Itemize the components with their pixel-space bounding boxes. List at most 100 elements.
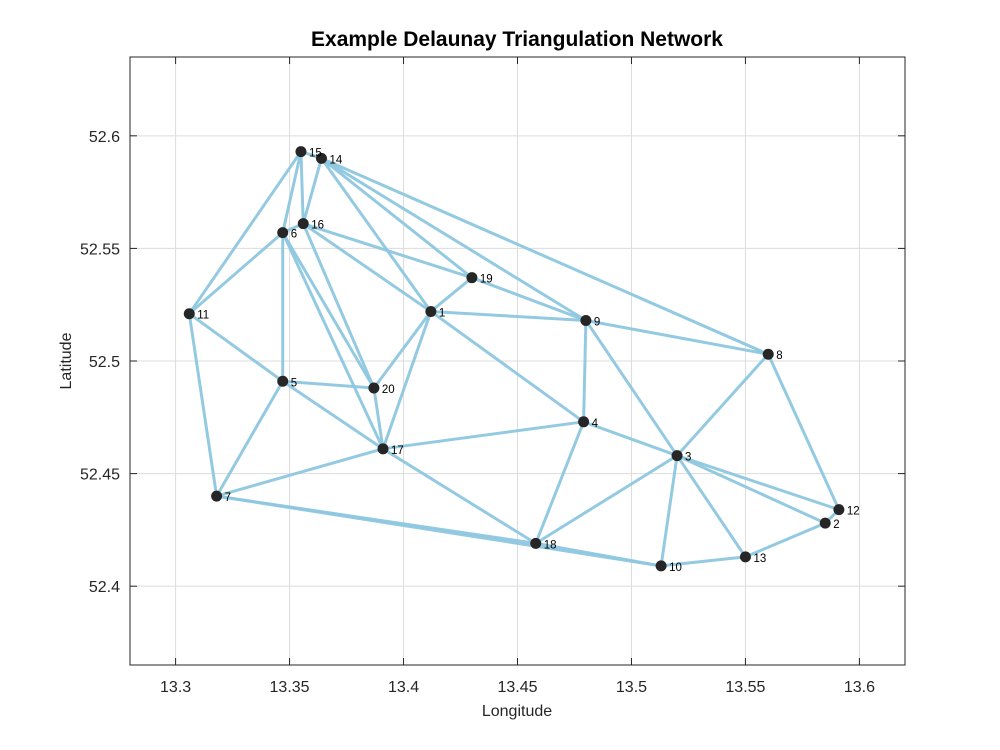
node-label: 20 [382,384,395,396]
triangulation-edge [659,555,747,568]
node-marker [297,218,309,230]
x-tick-label: 13.45 [497,679,537,696]
x-tick-label: 13.5 [616,679,647,696]
chart-title: Example Delaunay Triangulation Network [311,28,723,51]
network-nodes [183,146,845,572]
x-tick-label: 13.6 [844,679,875,696]
node-label: 10 [669,562,682,574]
triangulation-edge [281,150,303,235]
node-marker [377,443,389,455]
triangulation-edge [215,447,385,498]
triangulation-edge [187,231,285,316]
triangulation-edges [187,150,841,568]
triangulation-edge [584,318,679,458]
triangulation-edge [675,454,841,512]
node-marker [368,382,380,394]
y-tick-label: 52.5 [89,354,120,371]
node-label: 19 [480,274,493,286]
triangulation-edge [582,318,588,424]
node-marker [211,490,223,502]
node-marker [295,146,307,158]
node-label: 13 [753,553,766,565]
node-label: 12 [847,506,860,518]
node-label: 2 [833,519,839,531]
triangulation-edge [281,231,385,451]
triangulation-edge [470,276,588,322]
triangulation-edge [301,222,433,313]
y-tick-label: 52.6 [89,129,120,146]
node-label: 3 [685,452,691,464]
node-marker [425,305,437,317]
triangulation-edge [659,454,679,568]
triangulation-edge [429,309,588,322]
triangulation-edge [381,309,433,451]
triangulation-edge [372,386,385,451]
node-marker [530,537,542,549]
node-marker [277,227,289,239]
node-marker [580,314,592,326]
node-label: 18 [544,539,557,551]
node-label: 4 [592,418,599,430]
node-marker [466,272,478,284]
triangulation-edge [301,222,474,280]
triangulation-edge [675,352,770,458]
node-marker [655,560,667,572]
node-marker [315,152,327,164]
node-label: 8 [776,350,782,362]
triangulation-edge [381,447,538,545]
triangulation-edge [187,312,219,498]
axis-ticks: 13.3 13.35 13.4 13.45 13.5 13.55 13.6 52.4 52.45… [80,57,905,696]
node-label: 9 [594,316,600,328]
node-marker [183,308,195,320]
node-label: 17 [391,445,404,457]
y-tick-label: 52.45 [80,467,120,484]
y-tick-label: 52.55 [80,241,120,258]
triangulation-edge [675,454,747,559]
grid-lines [130,57,905,665]
triangulation-edge [675,454,827,525]
triangulation-edge [281,231,376,390]
x-tick-label: 13.55 [725,679,765,696]
triangulation-edge [299,150,305,226]
y-axis-label: Latitude [58,332,75,389]
triangulation-edge [319,156,474,280]
x-tick-label: 13.4 [388,679,419,696]
node-label: 1 [439,307,445,319]
triangulation-edge [381,420,586,451]
node-marker [762,348,774,360]
triangulation-edge [429,309,586,424]
node-label: 6 [291,229,297,241]
node-label: 16 [311,220,324,232]
x-tick-label: 13.3 [160,679,191,696]
triangulation-edge [372,309,433,390]
triangulation-edge [215,379,285,498]
node-marker [739,551,751,563]
triangulation-edge [319,156,770,356]
node-marker [578,416,590,428]
node-label: 14 [329,154,342,166]
x-tick-label: 13.35 [270,679,310,696]
triangulation-edge [319,156,588,322]
node-label: 11 [197,310,209,322]
triangulation-edge [582,420,679,458]
triangulation-edge [215,494,663,568]
node-label: 15 [309,148,322,160]
triangulation-edge [281,379,376,390]
node-marker [277,375,289,387]
triangulation-edge [281,379,385,451]
triangulation-edge [301,222,376,390]
node-label: 7 [225,492,231,504]
y-tick-label: 52.4 [89,579,120,596]
triangulation-edge [534,541,663,568]
triangulation-edge [319,156,433,313]
triangulation-edge [301,156,323,226]
triangulation-edge [429,276,474,313]
node-marker [671,450,683,462]
triangulation-edge [534,420,586,545]
node-label: 5 [291,377,297,389]
triangulation-edge [534,454,679,545]
triangulation-edge [584,318,770,356]
x-axis-label: Longitude [482,703,552,720]
